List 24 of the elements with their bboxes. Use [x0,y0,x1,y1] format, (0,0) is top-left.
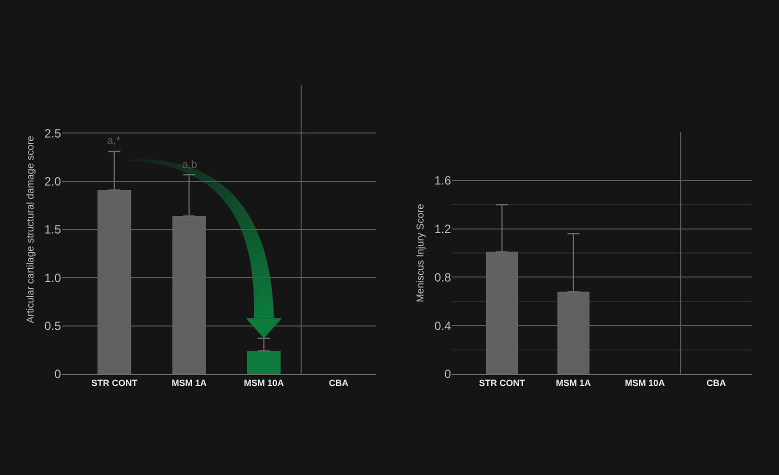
x-tick-label: CBA [328,378,349,388]
y-tick-label: 0 [54,367,62,382]
y-tick-label: 1.0 [44,270,62,285]
y-axis-title: Articular cartilage structural damage score [25,135,36,324]
y-tick-label: 0 [444,367,452,382]
y-tick-label: 0.5 [44,319,62,334]
x-tick-label: MSM 10A [624,378,666,388]
y-axis-title: Meniscus Injury Score [415,203,426,302]
y-tick-label: 2.0 [44,174,62,189]
y-tick-label: 1.2 [434,222,452,236]
x-tick-label: MSM 1A [172,378,208,388]
x-tick-label: STR CONT [91,378,138,388]
y-tick-label: 2.5 [44,126,62,140]
x-tick-label: CBA [706,378,727,388]
y-tick-label: 1.6 [434,174,452,188]
annotation: a,b [182,159,198,171]
y-tick-label: 0.8 [434,270,452,284]
x-tick-label: MSM 1A [556,378,592,388]
annotation: a,* [107,135,122,147]
y-tick-label: 1.5 [44,222,62,237]
x-tick-label: MSM 10A [244,378,284,388]
x-tick-label: STR CONT [479,378,526,388]
y-tick-label: 0.4 [434,318,452,333]
bar [247,350,281,374]
